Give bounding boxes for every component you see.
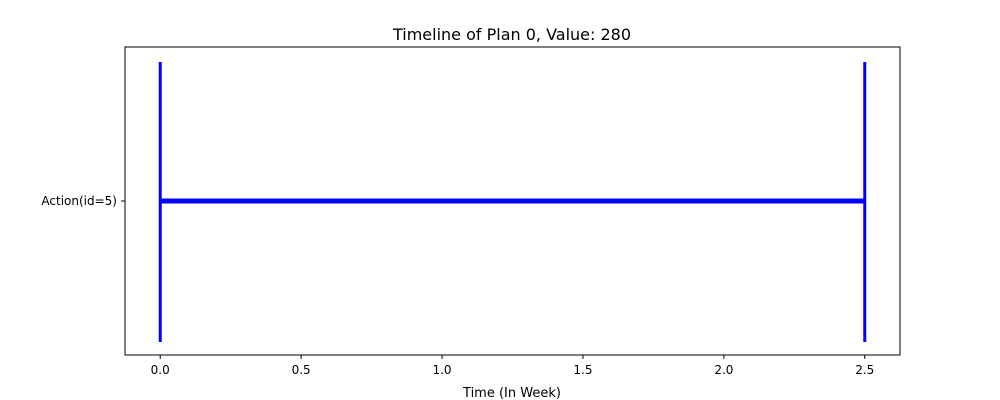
y-tick-label: Action(id=5) [41, 194, 117, 208]
plot-area [158, 62, 867, 342]
x-tick-label: 1.0 [432, 363, 451, 377]
x-tick-label: 0.0 [151, 363, 170, 377]
x-axis-ticks: 0.0 0.5 1.0 1.5 2.0 2.5 [151, 355, 874, 377]
chart-title: Timeline of Plan 0, Value: 280 [392, 25, 631, 44]
x-axis-label: Time (In Week) [462, 386, 561, 400]
x-tick-label: 1.5 [573, 363, 592, 377]
x-tick-label: 2.0 [714, 363, 733, 377]
x-tick-label: 2.5 [855, 363, 874, 377]
x-tick-label: 0.5 [292, 363, 311, 377]
y-axis-ticks: Action(id=5) [41, 194, 125, 208]
